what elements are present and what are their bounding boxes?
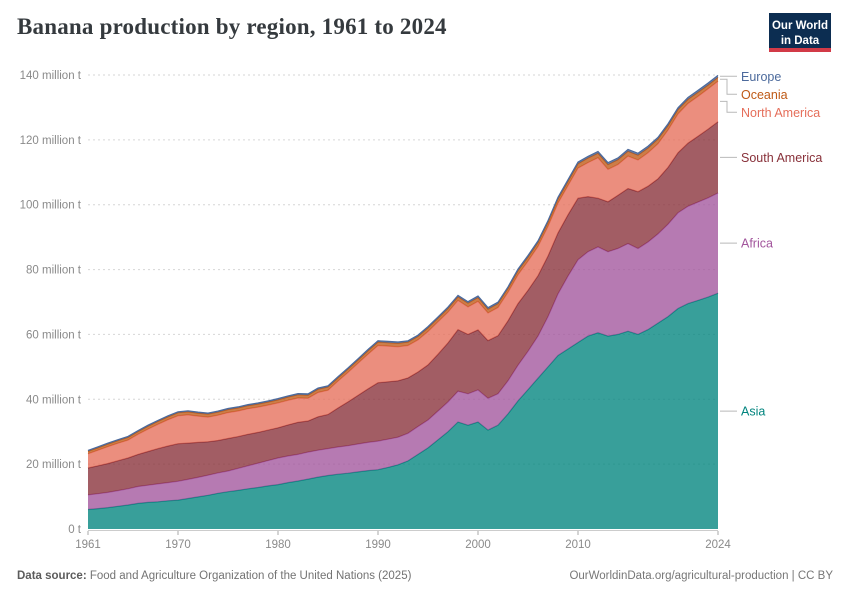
area-north-america[interactable]: [88, 81, 718, 468]
owid-logo-line2: in Data: [780, 34, 820, 47]
legend: Europe Oceania North America South America A…: [720, 70, 822, 419]
y-tick-label: 40 million t: [26, 394, 82, 406]
legend-label-south-america[interactable]: South America: [741, 151, 822, 165]
legend-label-oceania[interactable]: Oceania: [741, 88, 788, 102]
legend-label-africa[interactable]: Africa: [741, 237, 773, 251]
legend-connector: [720, 78, 737, 95]
legend-label-north-america[interactable]: North America: [741, 106, 820, 120]
x-tick-label: 1970: [165, 539, 191, 551]
y-tick-label: 0 t: [68, 524, 82, 536]
area-series-group: [87, 74, 719, 529]
x-tick-label: 2024: [705, 539, 731, 551]
area-africa[interactable]: [88, 193, 718, 510]
data-source-label: Data source:: [17, 570, 87, 582]
y-tick-label: 60 million t: [26, 329, 82, 341]
legend-connector: [720, 100, 737, 113]
owid-logo-line1: Our World: [771, 20, 828, 32]
data-source-text: Food and Agriculture Organization of the…: [86, 570, 412, 582]
owid-logo[interactable]: Our World in Data: [769, 13, 831, 52]
x-tick-label: 1961: [75, 539, 101, 551]
x-axis: 1961 1970 1980 1990 2000 2010 2024: [75, 531, 731, 551]
area-asia[interactable]: [88, 293, 718, 529]
y-tick-label: 20 million t: [26, 459, 82, 471]
data-source-note: Data source: Food and Agriculture Organi…: [17, 570, 411, 582]
area-south-america[interactable]: [88, 121, 718, 495]
x-tick-label: 1990: [365, 539, 391, 551]
x-tick-label: 2010: [565, 539, 591, 551]
x-tick-label: 2000: [465, 539, 491, 551]
license-credit-link[interactable]: OurWorldinData.org/agricultural-producti…: [569, 570, 833, 582]
y-tick-label: 120 million t: [20, 135, 82, 147]
y-tick-label: 80 million t: [26, 265, 82, 277]
x-tick-label: 1980: [265, 539, 291, 551]
area-line-europe: [87, 74, 719, 451]
y-tick-label: 140 million t: [20, 70, 82, 82]
legend-label-asia[interactable]: Asia: [741, 405, 765, 419]
y-tick-label: 100 million t: [20, 200, 82, 212]
legend-label-europe[interactable]: Europe: [741, 70, 781, 84]
page-title: Banana production by region, 1961 to 202…: [17, 14, 447, 39]
